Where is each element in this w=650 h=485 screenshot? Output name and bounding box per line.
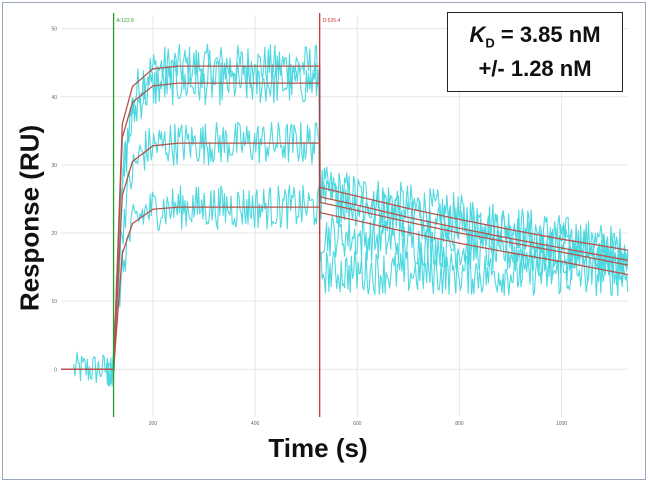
x-tick-label: 400 — [251, 421, 260, 427]
fit-curve — [61, 82, 629, 370]
y-tick-label: 50 — [51, 27, 57, 33]
fit-curve — [61, 65, 629, 370]
kd-value-line: KD = 3.85 nM — [469, 22, 601, 51]
fit-curve — [61, 142, 629, 370]
y-tick-label: 20 — [51, 231, 57, 237]
raw-trace — [105, 184, 629, 387]
kd-annotation-box: KD = 3.85 nM +/- 1.28 nM — [447, 12, 623, 92]
y-tick-label: 40 — [51, 95, 57, 101]
y-tick-label: 10 — [51, 299, 57, 305]
raw-data-traces — [73, 43, 629, 387]
event-markers: A:122.9 D:526.4 — [112, 13, 341, 417]
y-tick-label: 30 — [51, 163, 57, 169]
x-tick-label: 1000 — [556, 421, 567, 427]
x-tick-label: 200 — [149, 421, 158, 427]
gridlines — [61, 15, 628, 417]
x-tick-label: 800 — [455, 421, 464, 427]
sensorgram-plot: 200 400 600 800 1000 0 10 20 30 40 50 A:122.9 D:52… — [51, 13, 629, 427]
fit-curve — [61, 206, 629, 370]
y-tick-label: 0 — [54, 367, 57, 373]
y-tick-labels: 0 10 20 30 40 50 — [51, 27, 57, 374]
raw-trace — [105, 121, 629, 385]
kd-error-line: +/- 1.28 nM — [478, 56, 592, 82]
marker-label: A:122.9 — [117, 18, 134, 24]
raw-trace — [105, 60, 629, 387]
y-axis-label: Response (RU) — [14, 124, 45, 312]
marker-label: D:526.4 — [323, 18, 341, 24]
x-axis-label: Time (s) — [268, 433, 368, 463]
x-tick-labels: 200 400 600 800 1000 — [149, 421, 568, 427]
fit-curves — [61, 65, 629, 370]
x-tick-label: 600 — [353, 421, 362, 427]
chart-frame: 200 400 600 800 1000 0 10 20 30 40 50 A:122.9 D:52… — [2, 2, 646, 480]
